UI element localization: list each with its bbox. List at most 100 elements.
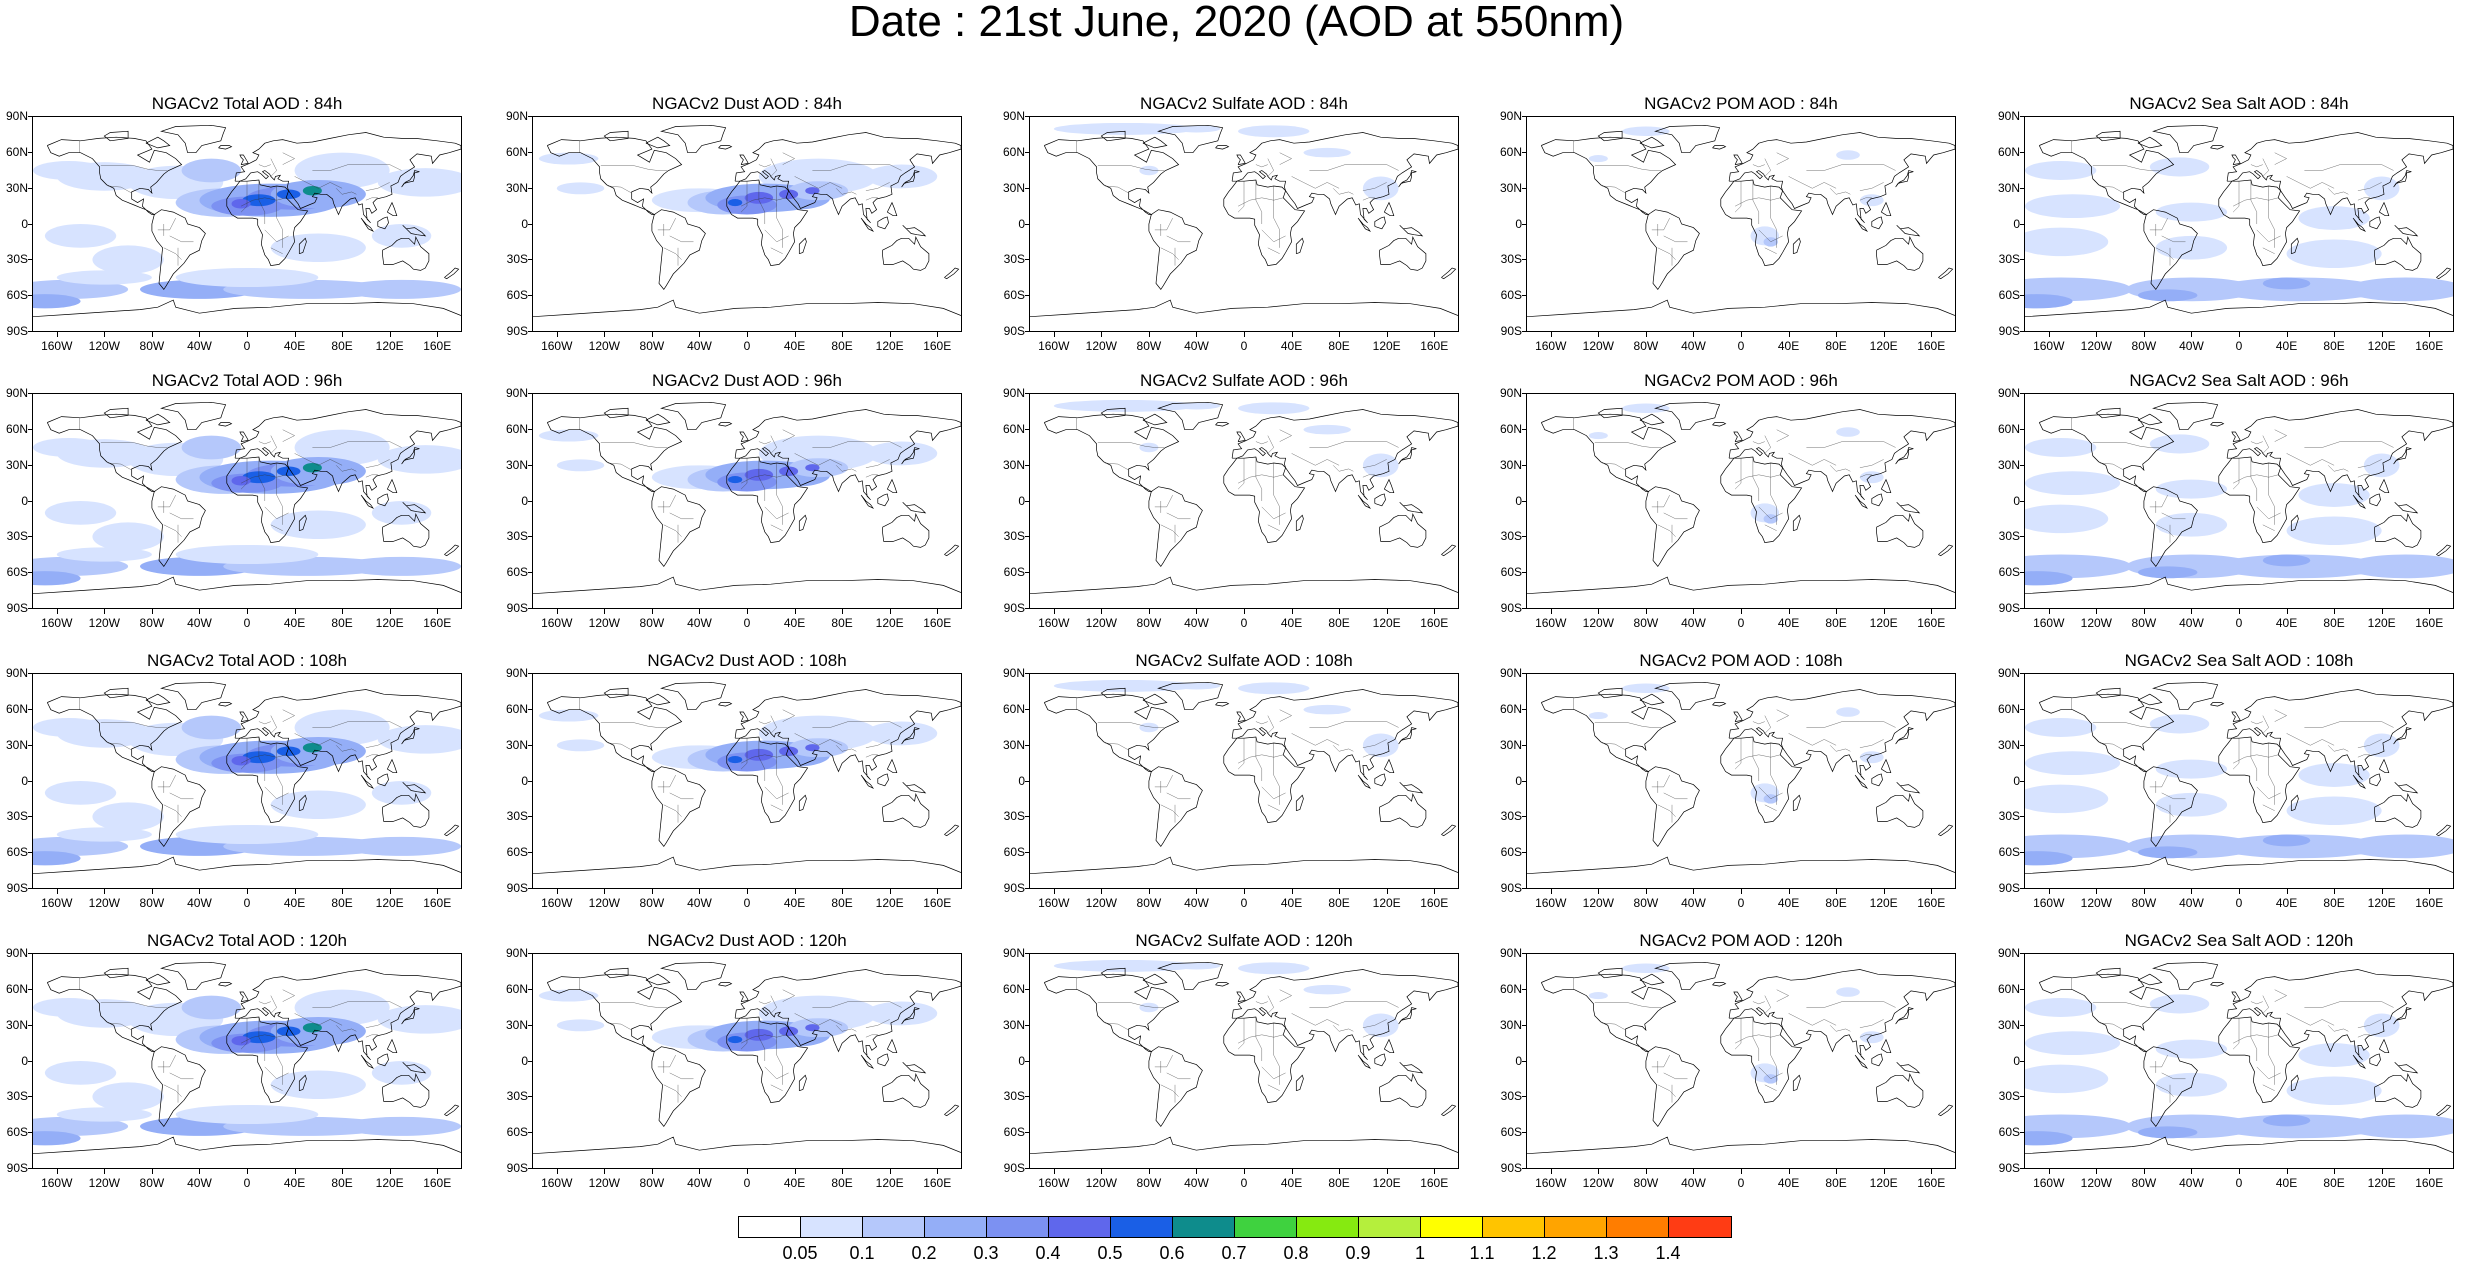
country-border <box>1160 1084 1179 1097</box>
longitude-label: 120W <box>2080 1176 2112 1190</box>
world-map <box>2024 393 2454 609</box>
aod-field <box>1172 402 1221 410</box>
country-border <box>2328 465 2349 472</box>
country-border <box>169 1072 194 1079</box>
colorbar-swatch <box>1607 1217 1669 1237</box>
latitude-tick <box>28 223 32 225</box>
coastline <box>1639 413 1665 426</box>
map-panel: NGACv2 Total AOD : 84h 90N 60N 30N 0 30S 60S 90… <box>0 94 480 374</box>
latitude-label: 60S <box>506 565 528 580</box>
coastline <box>660 401 727 431</box>
coastline <box>2038 973 2175 1052</box>
country-border <box>1758 506 1783 520</box>
latitude-tick <box>2020 1132 2024 1134</box>
longitude-label: 0 <box>243 339 251 353</box>
latitude-label: 90S <box>1500 601 1522 615</box>
latitude-tick <box>2020 673 2024 674</box>
latitude-tick <box>28 888 32 889</box>
latitude-label: 0 <box>2013 773 2020 788</box>
aod-field <box>294 152 390 189</box>
latitude-label: 60N <box>1997 421 2020 436</box>
longitude-tick <box>937 1169 939 1174</box>
country-border <box>1166 235 1191 242</box>
longitude-tick <box>1645 1169 1647 1174</box>
longitude-label: 80W <box>1633 616 1659 630</box>
country-border <box>2274 989 2287 1002</box>
country-border <box>794 733 843 746</box>
longitude-tick <box>1883 609 1885 614</box>
latitude-label: 60S <box>1998 565 2020 580</box>
country-border <box>1657 247 1676 260</box>
latitude-label: 60S <box>1500 845 1522 860</box>
map-panel: NGACv2 Total AOD : 120h 90N 60N 30N 0 30S 60S 9… <box>0 931 480 1211</box>
coastline <box>660 961 727 991</box>
longitude-label: 160E <box>1420 896 1449 910</box>
coastline <box>1043 413 1180 492</box>
coastline <box>798 794 807 812</box>
coastline <box>1357 494 1372 509</box>
longitude-tick <box>1101 1169 1103 1174</box>
colorbar-swatch <box>1297 1217 1359 1237</box>
longitude-tick <box>151 889 153 894</box>
longitude-tick <box>1741 889 1742 894</box>
country-border <box>365 459 390 468</box>
latitude-label: 30N <box>1002 1017 1025 1032</box>
coastline <box>1733 711 1743 722</box>
latitude-tick <box>528 151 532 153</box>
country-border <box>1279 989 1292 1002</box>
country-border <box>1273 743 1280 805</box>
longitude-label: 40W <box>687 1176 712 1190</box>
coastline <box>651 209 706 290</box>
country-border <box>770 715 777 734</box>
country-border <box>241 197 287 207</box>
aod-field <box>2137 566 2198 579</box>
coastline <box>860 494 875 509</box>
aod-field <box>2149 714 2210 734</box>
longitude-tick <box>842 332 844 337</box>
latitude-label: 30N <box>1002 180 1025 195</box>
latitude-tick <box>2020 223 2024 225</box>
coastline <box>1142 973 1168 986</box>
longitude-label: 160E <box>2415 616 2444 630</box>
latitude-tick <box>528 259 532 261</box>
coastline <box>1733 431 1743 442</box>
latitude-label: 90S <box>6 881 28 895</box>
latitude-label: 30N <box>1499 737 1522 752</box>
coastline <box>2025 856 2453 875</box>
country-border <box>836 1025 857 1032</box>
map-panel: NGACv2 POM AOD : 96h 90N 60N 30N 0 30S 60S 90S 1… <box>1494 371 1974 651</box>
coastline <box>1231 409 1458 501</box>
country-border <box>336 188 357 195</box>
latitude-label: 60N <box>1002 421 1025 436</box>
latitude-tick <box>528 1024 532 1026</box>
country-border <box>2099 462 2124 471</box>
coastline <box>1880 201 1892 217</box>
longitude-tick <box>294 889 296 894</box>
aod-field <box>44 224 117 248</box>
latitude-label: 60N <box>1002 981 1025 996</box>
aod-field <box>865 164 938 189</box>
coastline <box>1374 216 1386 230</box>
longitude-tick <box>2334 332 2336 337</box>
world-map <box>2024 673 2454 889</box>
latitude-tick <box>1025 852 1029 854</box>
aod-field <box>1836 427 1860 437</box>
country-border <box>264 1066 289 1080</box>
latitude-label: 30S <box>1003 529 1025 544</box>
country-border <box>282 989 295 1002</box>
latitude-tick <box>1025 608 1029 609</box>
longitude-label: 40E <box>283 1176 306 1190</box>
longitude-tick <box>1196 332 1198 337</box>
coastline <box>1896 501 1921 514</box>
coastline <box>2038 693 2175 772</box>
latitude-tick <box>2020 500 2024 502</box>
longitude-label: 0 <box>743 616 751 630</box>
aod-field <box>1859 194 1884 207</box>
longitude-tick <box>1101 609 1103 614</box>
coastline <box>944 544 960 557</box>
coastline <box>1357 1054 1372 1069</box>
country-border <box>865 182 890 191</box>
latitude-label: 60N <box>5 701 28 716</box>
aod-field <box>2215 1114 2382 1139</box>
aod-field <box>2149 994 2210 1014</box>
